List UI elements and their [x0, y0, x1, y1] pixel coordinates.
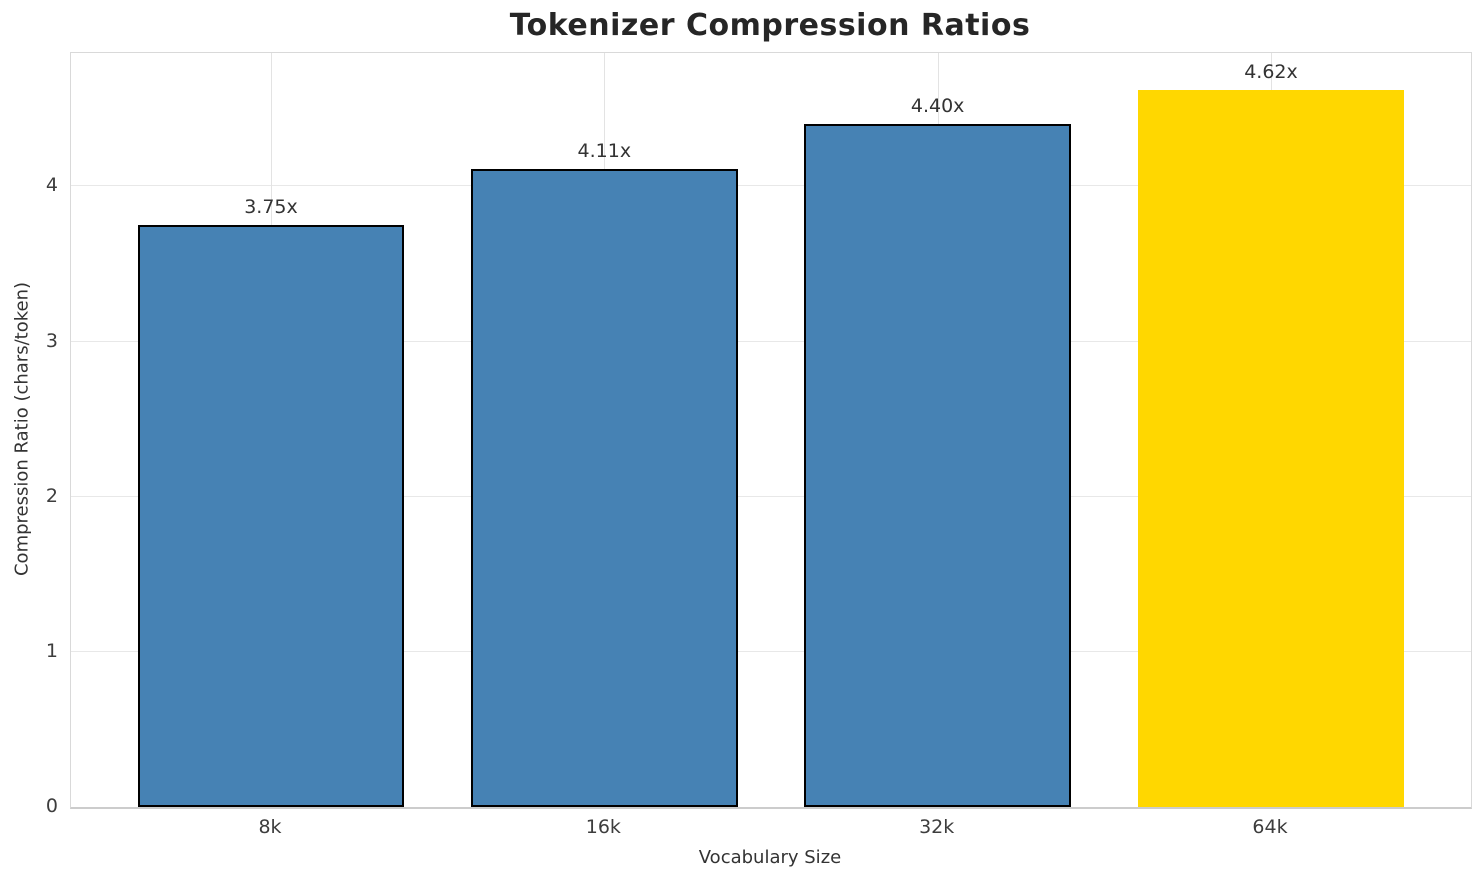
- y-tick-label: 3: [45, 329, 58, 352]
- plot-area: 3.75x 4.11x 4.40x 4.62x: [70, 52, 1472, 809]
- y-tick-label: 2: [45, 484, 58, 507]
- bar-8k: [137, 225, 405, 807]
- x-tick-label: 16k: [585, 816, 621, 838]
- bar-32k: [804, 124, 1071, 807]
- y-tick-label: 4: [45, 174, 58, 197]
- bar-value-label: 3.75x: [244, 196, 298, 219]
- x-tick-label: 8k: [258, 816, 282, 838]
- chart-title: Tokenizer Compression Ratios: [509, 8, 1031, 43]
- bar-64k: [1137, 90, 1405, 807]
- bar-value-label: 4.62x: [1244, 61, 1298, 84]
- x-tick-label: 64k: [1252, 816, 1288, 838]
- horizontal-gridline: [71, 340, 1471, 342]
- horizontal-gridline: [71, 650, 1471, 652]
- y-tick-label: 1: [45, 639, 58, 662]
- bar-16k: [471, 169, 738, 807]
- y-axis-label: Compression Ratio (chars/token): [11, 281, 33, 577]
- bar-value-label: 4.40x: [910, 95, 965, 118]
- y-tick-label: 0: [45, 795, 58, 817]
- x-tick-label: 32k: [919, 816, 955, 838]
- horizontal-gridline: [71, 495, 1471, 497]
- bar-value-label: 4.11x: [577, 140, 632, 163]
- x-axis-label: Vocabulary Size: [698, 847, 842, 868]
- horizontal-gridline: [71, 185, 1471, 187]
